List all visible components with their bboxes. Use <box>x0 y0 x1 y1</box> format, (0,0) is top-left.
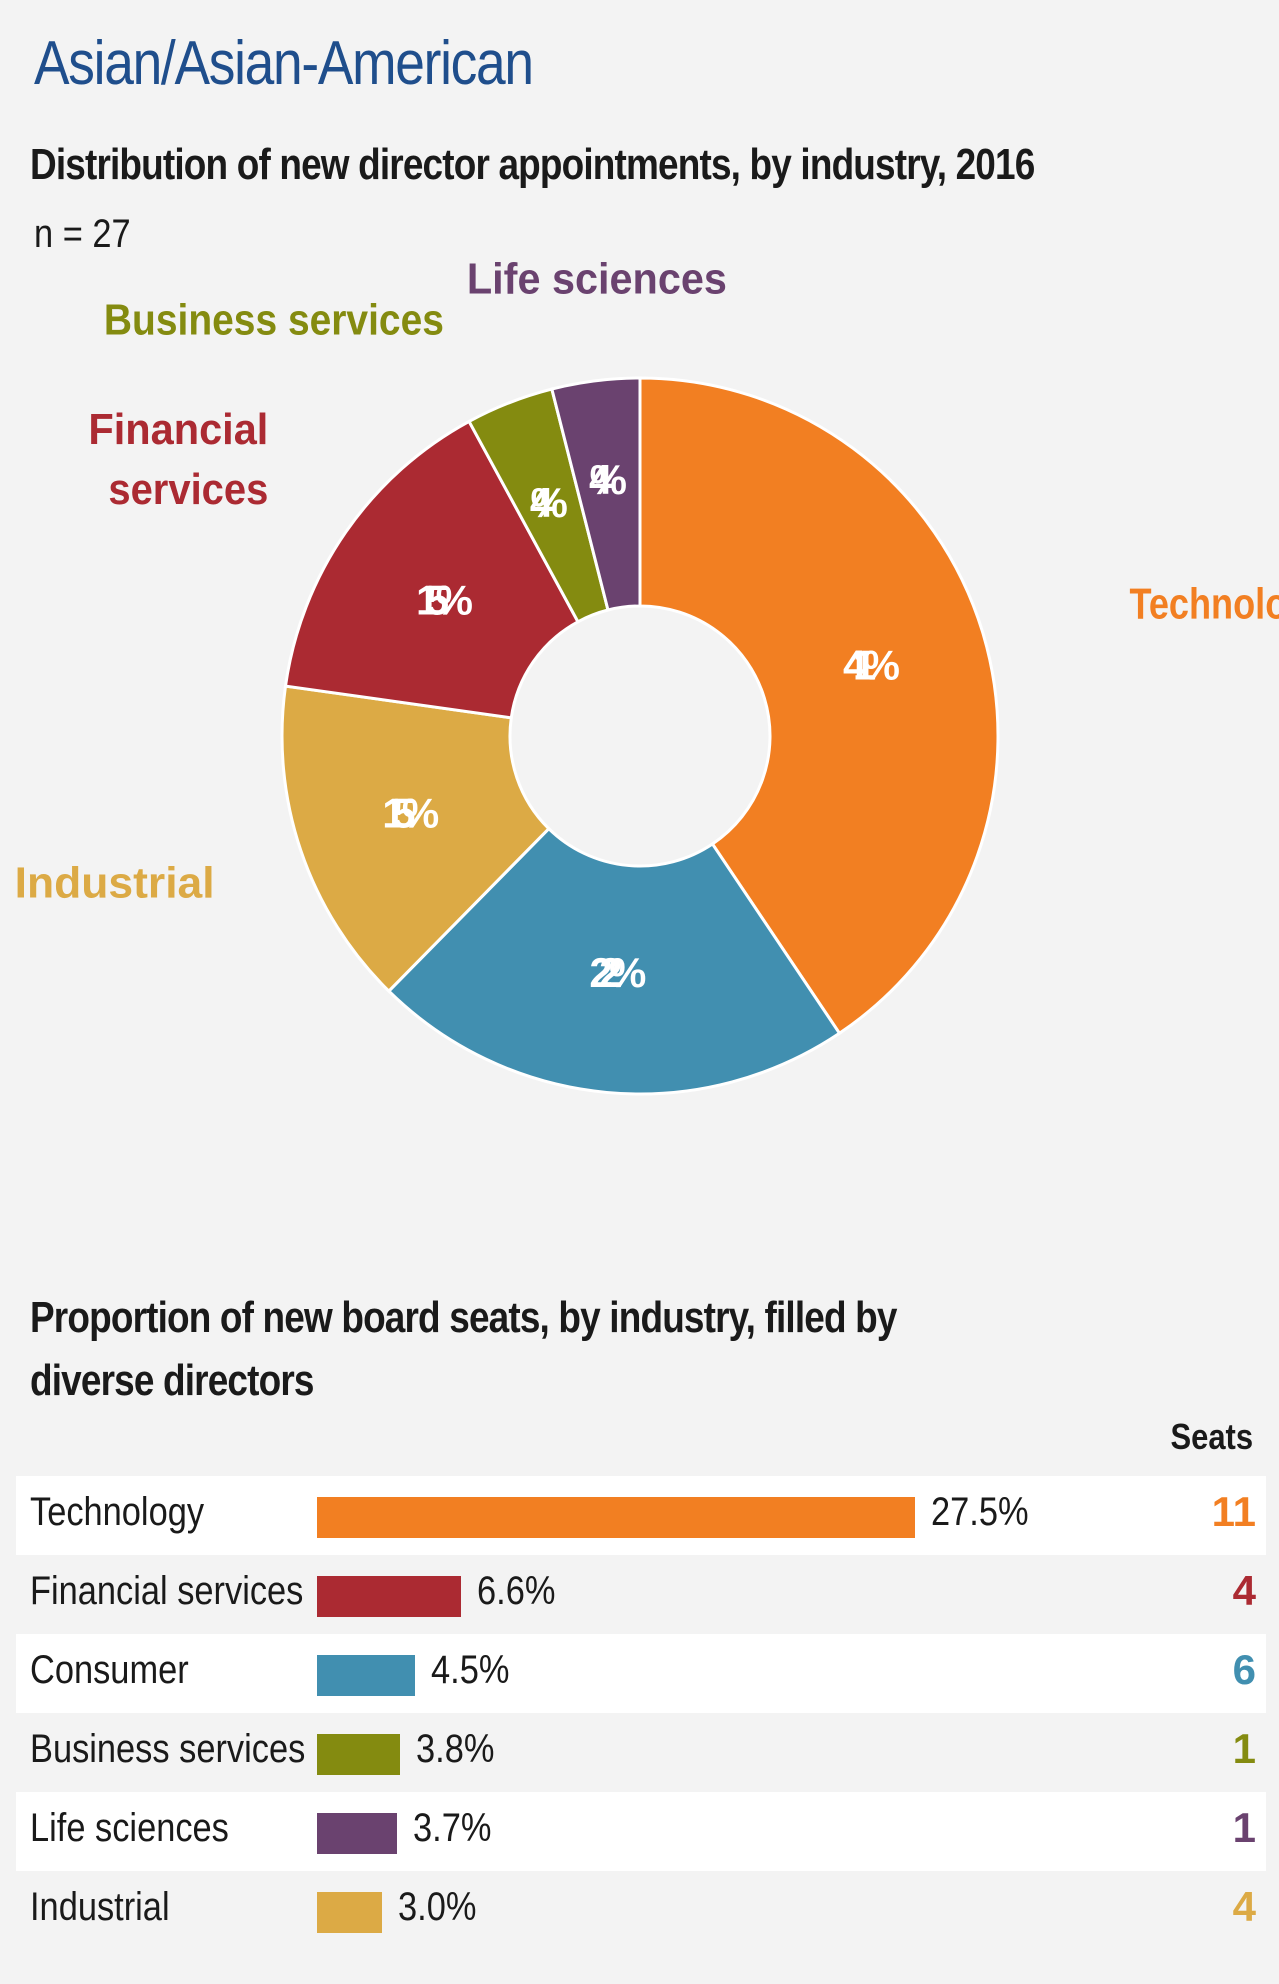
donut-category-label: Industrial <box>15 858 215 907</box>
bar-seats-count: 6 <box>1232 1646 1256 1693</box>
bar-seats-count: 4 <box>1232 1567 1256 1614</box>
bar-seats-count: 4 <box>1232 1883 1256 1930</box>
donut-value-label: 15% <box>382 790 439 837</box>
bar-category-label: Life sciences <box>30 1806 229 1850</box>
donut-value-label: 15% <box>416 576 473 623</box>
bar <box>317 1892 383 1933</box>
donut-chart: 41% Technology 22% Consumer 15% Industrial 15%… <box>15 260 1279 1200</box>
bar-row: Business services 3.8% 1 <box>16 1713 1266 1792</box>
donut-value-label: 4% <box>530 479 568 526</box>
bar <box>317 1655 415 1696</box>
bar-value-label: 6.6% <box>476 1569 555 1613</box>
bar-row: Technology 27.5% 11 <box>16 1476 1266 1555</box>
bar-value-label: 3.0% <box>398 1885 477 1929</box>
bar-seats-count: 11 <box>1211 1488 1256 1535</box>
donut-category-label: Consumer <box>520 1197 680 1200</box>
bar-chart: Technology 27.5% 11 Financial services 6.6% 4… <box>16 1476 1266 1950</box>
donut-category-label: Technology <box>1129 579 1279 628</box>
donut-slice-financial-services <box>283 419 580 720</box>
donut-chart-title: Distribution of new director appointment… <box>30 140 1035 189</box>
sample-size-label: n = 27 <box>34 212 131 256</box>
donut-value-label: 22% <box>589 949 646 996</box>
donut-slice-technology <box>638 376 1000 1036</box>
bar <box>317 1734 400 1775</box>
bar-category-label: Consumer <box>30 1648 189 1692</box>
donut-slice-consumer <box>386 826 842 1096</box>
bar-category-label: Financial services <box>30 1569 304 1613</box>
donut-value-label: 4% <box>589 456 627 503</box>
donut-slice-industrial <box>280 684 551 994</box>
bar-row: Industrial 3.0% 4 <box>16 1871 1266 1950</box>
bar <box>317 1576 461 1617</box>
donut-category-label: Business services <box>104 295 444 344</box>
bar-seats-count: 1 <box>1232 1804 1256 1851</box>
donut-value-label: 41% <box>843 642 900 689</box>
page-title: Asian/Asian-American <box>34 29 534 98</box>
bar-value-label: 3.7% <box>413 1806 492 1850</box>
bar-value-label: 4.5% <box>430 1648 510 1692</box>
bar <box>317 1813 398 1854</box>
bar-seats-count: 1 <box>1232 1725 1256 1772</box>
bar-row: Consumer 4.5% 6 <box>16 1634 1266 1713</box>
bar-value-label: 3.8% <box>415 1727 495 1771</box>
bar-category-label: Business services <box>30 1727 306 1771</box>
bar-chart-title: Proportion of new board seats, by indust… <box>30 1293 897 1405</box>
bar <box>317 1497 915 1538</box>
donut-category-label: Financial services <box>88 405 268 514</box>
bar-value-label: 27.5% <box>931 1490 1029 1534</box>
donut-category-label: Life sciences <box>467 260 727 303</box>
bar-row: Life sciences 3.7% 1 <box>16 1792 1266 1871</box>
donut-slice-life-sciences <box>550 376 642 612</box>
bar-category-label: Technology <box>30 1490 205 1534</box>
bar-row: Financial services 6.6% 4 <box>16 1555 1266 1634</box>
bar-category-label: Industrial <box>30 1885 170 1929</box>
seats-column-header: Seats <box>1170 1416 1253 1457</box>
